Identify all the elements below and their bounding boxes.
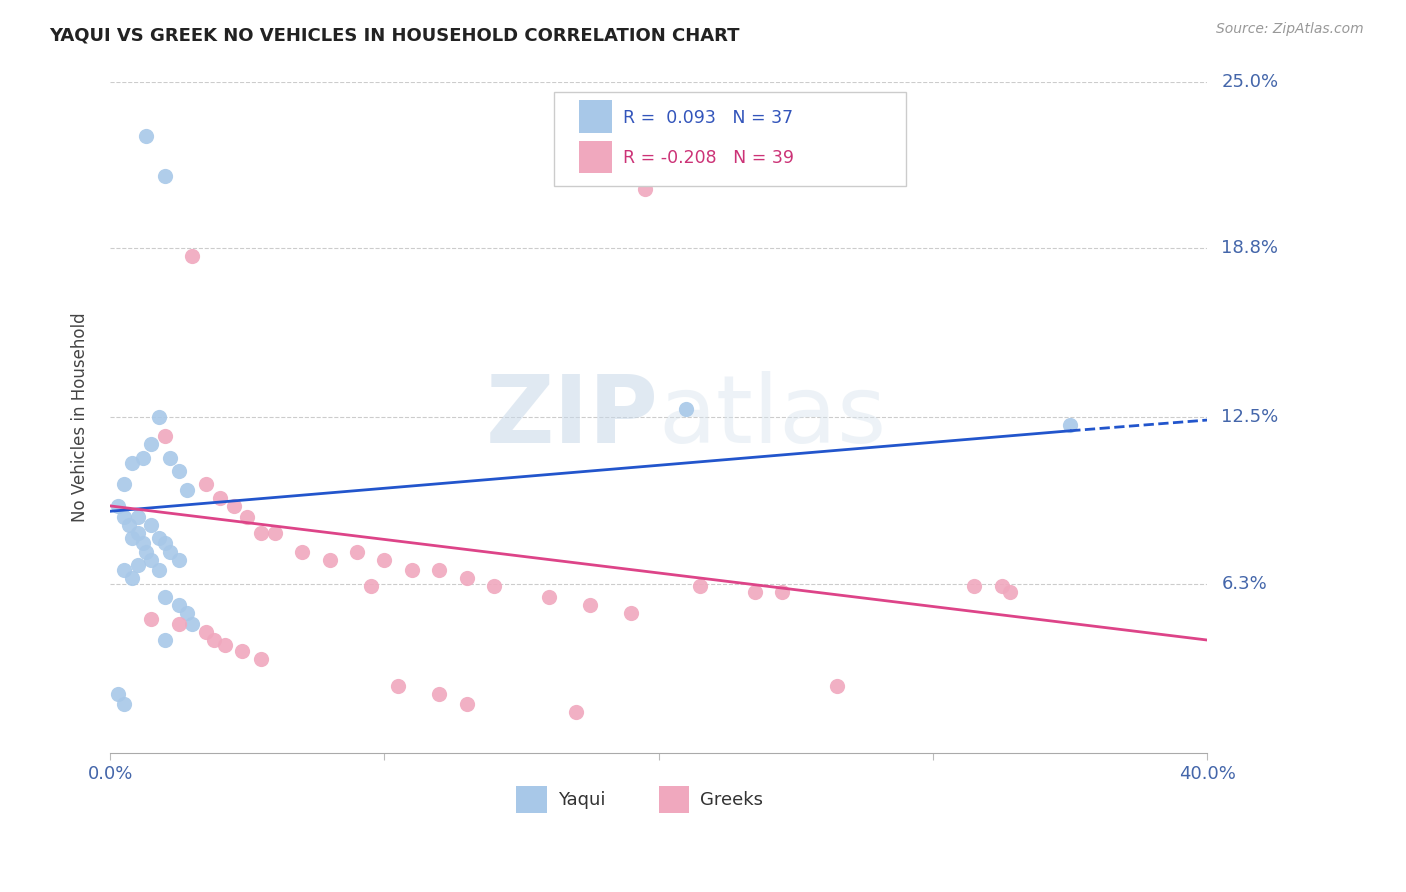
Point bbox=[132, 450, 155, 465]
Point bbox=[153, 169, 176, 183]
Point bbox=[963, 579, 986, 593]
Text: R = -0.208   N = 39: R = -0.208 N = 39 bbox=[623, 149, 793, 167]
Point bbox=[456, 698, 478, 712]
Point bbox=[482, 579, 505, 593]
Point bbox=[153, 590, 176, 604]
Point bbox=[360, 579, 382, 593]
Point bbox=[176, 606, 198, 620]
Text: Source: ZipAtlas.com: Source: ZipAtlas.com bbox=[1216, 22, 1364, 37]
Bar bbox=[579, 141, 612, 173]
Point bbox=[537, 590, 560, 604]
Point bbox=[153, 429, 176, 443]
Point bbox=[159, 450, 181, 465]
Point bbox=[195, 477, 218, 491]
Point bbox=[118, 517, 141, 532]
Point bbox=[148, 563, 170, 577]
Point bbox=[132, 536, 155, 550]
Bar bbox=[659, 786, 689, 814]
Text: atlas: atlas bbox=[659, 371, 887, 463]
Point bbox=[112, 563, 135, 577]
Point bbox=[195, 625, 218, 640]
Point bbox=[208, 491, 231, 505]
Point bbox=[148, 410, 170, 425]
Point bbox=[167, 552, 190, 566]
Text: 18.8%: 18.8% bbox=[1222, 239, 1278, 257]
Point bbox=[744, 584, 766, 599]
Point bbox=[141, 611, 163, 625]
Point bbox=[825, 679, 848, 693]
Point bbox=[346, 544, 368, 558]
Point bbox=[427, 563, 450, 577]
Point bbox=[291, 544, 314, 558]
Point bbox=[107, 687, 129, 701]
Point bbox=[990, 579, 1012, 593]
Y-axis label: No Vehicles in Household: No Vehicles in Household bbox=[72, 312, 89, 522]
Point bbox=[202, 633, 225, 648]
Point bbox=[153, 633, 176, 648]
Point bbox=[127, 509, 149, 524]
Point bbox=[167, 617, 190, 632]
Point bbox=[387, 679, 409, 693]
Point bbox=[141, 517, 163, 532]
Text: 12.5%: 12.5% bbox=[1222, 409, 1278, 426]
Point bbox=[689, 579, 711, 593]
Text: ZIP: ZIP bbox=[486, 371, 659, 463]
Point bbox=[770, 584, 793, 599]
Point bbox=[456, 571, 478, 585]
Point bbox=[634, 182, 657, 196]
Point bbox=[373, 552, 395, 566]
Point bbox=[318, 552, 340, 566]
Point bbox=[401, 563, 423, 577]
Point bbox=[121, 571, 143, 585]
Point bbox=[998, 584, 1021, 599]
Point bbox=[167, 464, 190, 478]
Point bbox=[181, 249, 204, 263]
Point bbox=[112, 477, 135, 491]
Point bbox=[127, 525, 149, 540]
Point bbox=[181, 617, 204, 632]
Point bbox=[250, 652, 273, 666]
Text: Yaqui: Yaqui bbox=[558, 790, 605, 809]
Bar bbox=[516, 786, 547, 814]
Point bbox=[159, 544, 181, 558]
Text: YAQUI VS GREEK NO VEHICLES IN HOUSEHOLD CORRELATION CHART: YAQUI VS GREEK NO VEHICLES IN HOUSEHOLD … bbox=[49, 27, 740, 45]
Point bbox=[112, 509, 135, 524]
Point bbox=[1059, 418, 1081, 433]
Point bbox=[112, 698, 135, 712]
Point bbox=[222, 499, 245, 513]
Point bbox=[263, 525, 285, 540]
Point bbox=[675, 402, 697, 417]
Point bbox=[148, 531, 170, 545]
Point bbox=[236, 509, 259, 524]
Point bbox=[121, 531, 143, 545]
Point bbox=[250, 525, 273, 540]
Point bbox=[427, 687, 450, 701]
Point bbox=[565, 706, 588, 720]
Point bbox=[135, 128, 157, 143]
Bar bbox=[579, 101, 612, 133]
Text: 25.0%: 25.0% bbox=[1222, 73, 1278, 91]
Point bbox=[579, 598, 602, 612]
Point bbox=[127, 558, 149, 572]
Point bbox=[214, 639, 236, 653]
Point bbox=[231, 644, 253, 658]
Point bbox=[141, 437, 163, 451]
Text: 6.3%: 6.3% bbox=[1222, 574, 1267, 592]
Point bbox=[620, 606, 643, 620]
Point bbox=[121, 456, 143, 470]
Point bbox=[141, 552, 163, 566]
Text: R =  0.093   N = 37: R = 0.093 N = 37 bbox=[623, 109, 793, 127]
Point bbox=[176, 483, 198, 497]
Point bbox=[153, 536, 176, 550]
Point bbox=[167, 598, 190, 612]
Point bbox=[135, 544, 157, 558]
Text: Greeks: Greeks bbox=[700, 790, 763, 809]
Point bbox=[107, 499, 129, 513]
FancyBboxPatch shape bbox=[554, 92, 905, 186]
